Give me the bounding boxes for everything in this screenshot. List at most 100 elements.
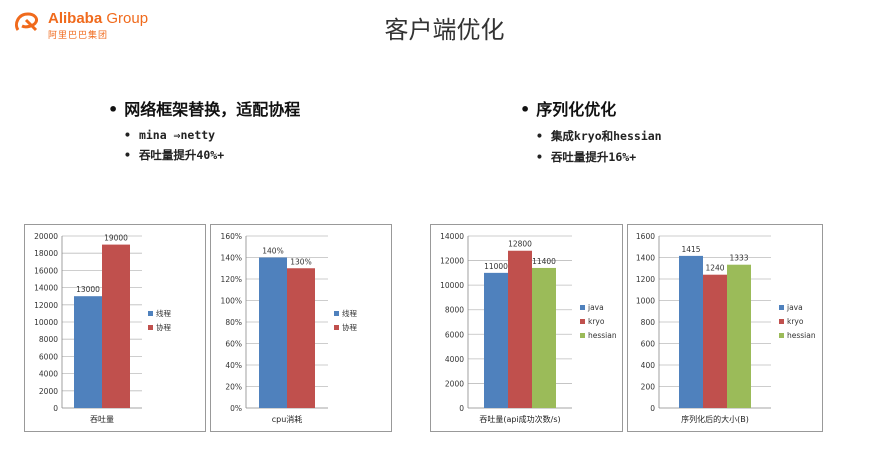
legend-swatch — [334, 325, 339, 330]
legend-label: kryo — [588, 317, 605, 326]
x-category-label: 吞吐量(api成功次数/s) — [479, 414, 560, 424]
legend-label: hessian — [787, 331, 816, 340]
y-tick-label: 1400 — [636, 254, 655, 263]
y-tick-label: 200 — [641, 383, 656, 392]
y-tick-label: 20000 — [34, 232, 58, 241]
legend-swatch — [779, 333, 784, 338]
y-tick-label: 400 — [641, 361, 656, 370]
y-tick-label: 4000 — [445, 355, 464, 364]
x-category-label: 吞吐量 — [90, 415, 114, 424]
bar — [484, 272, 508, 408]
left-section: • 网络框架替换，适配协程 • mina ⇒netty • 吞吐量提升40%+ — [108, 96, 300, 163]
y-tick-label: 18000 — [34, 249, 58, 258]
y-tick-label: 1200 — [636, 275, 655, 284]
bullet-icon: • — [536, 150, 543, 164]
alibaba-logo: Alibaba Group 阿里巴巴集团 — [10, 8, 148, 42]
y-tick-label: 12000 — [440, 257, 464, 266]
legend-swatch — [580, 333, 585, 338]
legend-swatch — [779, 319, 784, 324]
bar — [74, 296, 102, 408]
y-tick-label: 4000 — [39, 370, 58, 379]
data-label: 19000 — [104, 234, 128, 243]
y-tick-label: 40% — [225, 361, 242, 370]
bar — [508, 250, 532, 408]
y-tick-label: 800 — [641, 318, 656, 327]
y-tick-label: 100% — [221, 297, 242, 306]
chart-serialized-size: 0 200 400 600 800 1000 1200 1400 1600 1415 1240 133… — [627, 224, 823, 432]
chart-cpu-usage: 0% 20% 40% 60% 80% 100% 120% 140% 160% 140% 130% cp… — [210, 224, 392, 432]
data-label: 1333 — [729, 254, 748, 263]
legend-swatch — [334, 311, 339, 316]
data-label: 1240 — [705, 264, 724, 273]
list-item: • 集成kryo和hessian — [536, 129, 662, 143]
y-tick-label: 1600 — [636, 232, 655, 241]
bar — [287, 268, 315, 408]
y-tick-label: 0 — [459, 404, 464, 413]
y-tick-label: 600 — [641, 340, 656, 349]
y-tick-label: 10000 — [440, 281, 464, 290]
legend-label: 线程 — [156, 308, 171, 318]
bullet-icon: • — [124, 128, 131, 142]
legend-swatch — [148, 311, 153, 316]
y-tick-label: 14000 — [440, 232, 464, 241]
brand-name: Alibaba — [48, 10, 103, 27]
data-label: 130% — [290, 257, 311, 266]
y-tick-label: 120% — [221, 275, 242, 284]
data-label: 11400 — [532, 257, 556, 266]
y-tick-label: 160% — [221, 232, 242, 241]
y-tick-label: 12000 — [34, 301, 58, 310]
brand-group: Group — [106, 10, 149, 27]
y-tick-label: 0 — [53, 404, 58, 413]
alibaba-logo-icon — [14, 12, 38, 32]
legend-label: java — [786, 303, 803, 312]
bullet-icon: • — [124, 148, 131, 162]
y-tick-label: 20% — [225, 383, 242, 392]
left-heading: 网络框架替换，适配协程 — [124, 100, 301, 119]
y-tick-label: 2000 — [445, 379, 464, 388]
y-tick-label: 80% — [225, 318, 242, 327]
bar — [679, 255, 703, 408]
bullet-icon: • — [536, 129, 543, 143]
legend-label: 协程 — [342, 322, 357, 332]
bullet-icon: • — [108, 100, 119, 119]
legend-label: 线程 — [342, 308, 357, 318]
data-label: 12800 — [508, 240, 532, 249]
bar — [727, 264, 751, 408]
page-title: 客户端优化 — [384, 16, 505, 44]
chart-throughput-serialization: 0 2000 4000 6000 8000 10000 12000 14000 11000 128… — [430, 224, 623, 432]
chart-throughput-threads: 0 2000 4000 6000 8000 10000 12000 14000 16000 180… — [24, 224, 206, 432]
legend-swatch — [779, 305, 784, 310]
right-heading: 序列化优化 — [536, 100, 617, 119]
y-tick-label: 8000 — [39, 335, 58, 344]
y-tick-label: 0% — [230, 404, 242, 413]
bullet-icon: • — [520, 100, 531, 119]
y-tick-label: 6000 — [39, 352, 58, 361]
legend-swatch — [148, 325, 153, 330]
data-label: 140% — [262, 247, 283, 256]
y-tick-label: 0 — [650, 404, 655, 413]
bar — [102, 244, 130, 408]
data-label: 11000 — [484, 262, 508, 271]
bar — [703, 274, 727, 408]
list-item: • mina ⇒netty — [124, 128, 216, 142]
bar — [532, 267, 556, 408]
x-category-label: 序列化后的大小(B) — [681, 414, 749, 424]
y-tick-label: 140% — [221, 254, 242, 263]
data-label: 13000 — [76, 285, 100, 294]
y-tick-label: 2000 — [39, 387, 58, 396]
legend-swatch — [580, 305, 585, 310]
legend-label: 协程 — [156, 322, 171, 332]
right-section: • 序列化优化 • 集成kryo和hessian • 吞吐量提升16%+ — [520, 96, 662, 165]
list-item: • 吞吐量提升40%+ — [124, 148, 225, 162]
y-tick-label: 60% — [225, 340, 242, 349]
y-tick-label: 6000 — [445, 330, 464, 339]
brand-subtitle: 阿里巴巴集团 — [48, 31, 109, 41]
legend-label: java — [587, 303, 604, 312]
data-label: 1415 — [681, 245, 700, 254]
y-tick-label: 16000 — [34, 266, 58, 275]
y-tick-label: 14000 — [34, 284, 58, 293]
y-tick-label: 10000 — [34, 318, 58, 327]
list-item: • 吞吐量提升16%+ — [536, 150, 637, 164]
legend-label: kryo — [787, 317, 804, 326]
y-tick-label: 1000 — [636, 297, 655, 306]
